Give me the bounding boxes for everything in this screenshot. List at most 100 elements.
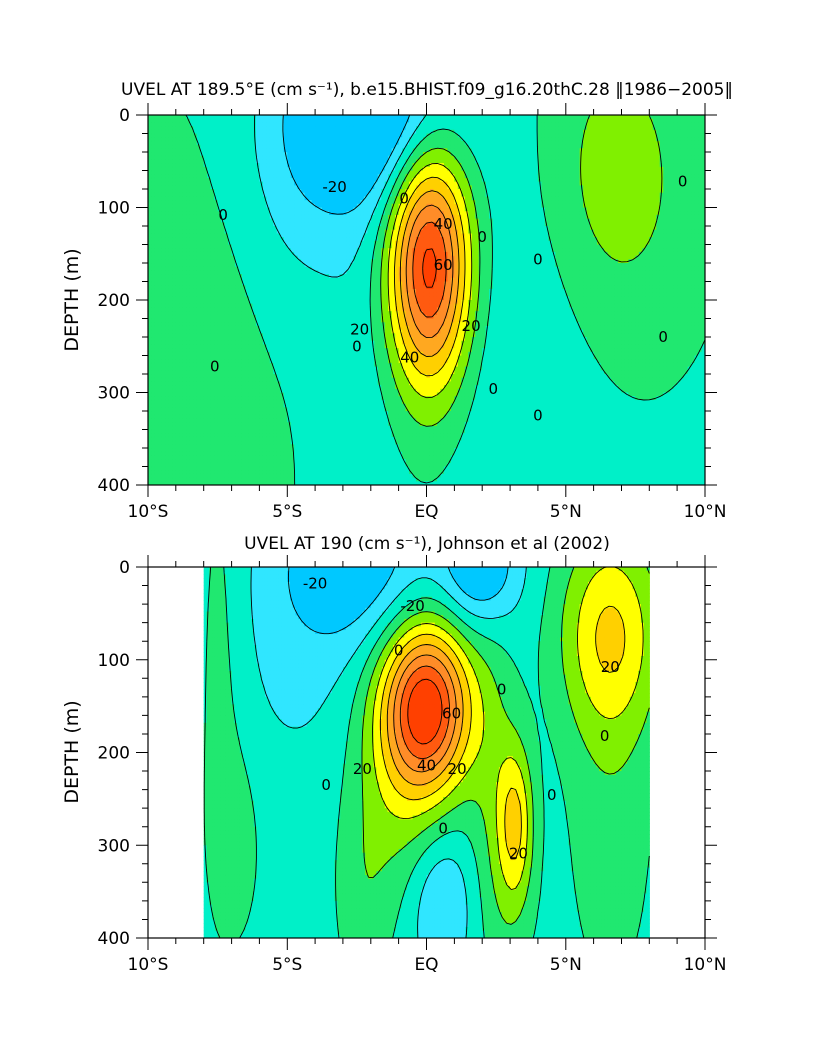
field-cell	[210, 422, 215, 427]
field-cell	[235, 226, 240, 231]
field-cell	[297, 425, 302, 431]
field-cell	[308, 140, 313, 146]
field-cell	[287, 126, 292, 131]
field-cell	[148, 300, 153, 305]
field-cell	[287, 229, 292, 234]
field-cell	[148, 351, 153, 357]
field-cell	[304, 192, 309, 197]
field-cell	[283, 385, 288, 390]
field-cell	[207, 133, 212, 138]
field-cell	[245, 407, 250, 412]
field-cell	[172, 370, 177, 375]
field-cell	[172, 385, 177, 390]
field-cell	[148, 203, 153, 209]
field-cell	[172, 207, 177, 212]
field-cell	[224, 211, 229, 216]
field-cell	[311, 470, 316, 475]
field-cell	[304, 318, 309, 323]
field-cell	[168, 481, 173, 485]
field-cell	[221, 126, 226, 131]
field-cell	[221, 340, 226, 345]
field-cell	[151, 259, 156, 264]
field-cell	[200, 396, 205, 401]
field-cell	[161, 292, 167, 297]
field-cell	[238, 355, 243, 360]
field-cell	[186, 477, 191, 482]
field-cell	[252, 281, 257, 286]
field-cell	[248, 126, 254, 131]
field-cell	[210, 137, 215, 142]
field-cell	[151, 152, 156, 157]
field-cell	[158, 396, 163, 401]
field-cell	[248, 314, 254, 320]
field-cell	[248, 466, 254, 471]
field-cell	[172, 281, 177, 286]
field-cell	[154, 366, 160, 371]
field-cell	[200, 166, 205, 172]
field-cell	[266, 133, 271, 138]
field-cell	[290, 314, 295, 320]
field-cell	[189, 418, 194, 423]
field-cell	[245, 381, 250, 386]
field-cell	[273, 314, 278, 320]
field-cell	[200, 322, 205, 327]
field-cell	[221, 152, 226, 157]
field-cell	[196, 340, 201, 345]
field-cell	[252, 307, 257, 312]
field-cell	[304, 473, 309, 479]
field-cell	[252, 140, 257, 146]
field-cell	[297, 396, 302, 401]
field-cell	[172, 129, 177, 135]
field-cell	[231, 329, 236, 334]
field-cell	[214, 470, 219, 475]
field-cell	[221, 422, 226, 427]
field-cell	[179, 318, 184, 323]
field-cell	[273, 366, 278, 371]
field-cell	[200, 118, 205, 123]
field-cell	[231, 370, 236, 375]
field-cell	[252, 185, 257, 190]
field-cell	[311, 159, 316, 164]
field-cell	[297, 348, 302, 353]
field-cell	[287, 481, 292, 485]
field-cell	[315, 396, 320, 401]
field-cell	[189, 196, 194, 201]
field-cell	[241, 381, 247, 386]
field-cell	[248, 370, 254, 375]
field-cell	[304, 288, 309, 294]
field-cell	[235, 233, 240, 238]
field-cell	[217, 455, 222, 460]
field-cell	[154, 396, 160, 401]
field-cell	[210, 433, 215, 438]
field-cell	[238, 185, 243, 190]
field-cell	[224, 307, 229, 312]
field-cell	[266, 211, 271, 216]
field-cell	[245, 266, 250, 271]
field-cell	[290, 159, 295, 164]
field-cell	[308, 118, 313, 123]
field-cell	[297, 152, 302, 157]
field-cell	[241, 229, 247, 234]
field-cell	[259, 244, 264, 249]
field-cell	[189, 270, 194, 275]
field-cell	[287, 159, 292, 164]
field-cell	[165, 140, 170, 146]
field-cell	[276, 340, 281, 345]
field-cell	[224, 166, 229, 172]
field-cell	[235, 325, 240, 331]
field-cell	[203, 351, 208, 357]
field-cell	[248, 222, 254, 227]
field-cell	[269, 300, 274, 305]
field-cell	[245, 422, 250, 427]
field-cell	[186, 181, 191, 186]
field-cell	[175, 155, 180, 160]
field-cell	[255, 366, 260, 371]
field-cell	[221, 466, 226, 471]
field-cell	[231, 285, 236, 290]
field-cell	[315, 248, 320, 253]
field-cell	[228, 244, 233, 249]
field-cell	[259, 411, 264, 416]
field-cell	[186, 133, 191, 138]
field-cell	[161, 251, 167, 257]
field-cell	[189, 440, 194, 445]
